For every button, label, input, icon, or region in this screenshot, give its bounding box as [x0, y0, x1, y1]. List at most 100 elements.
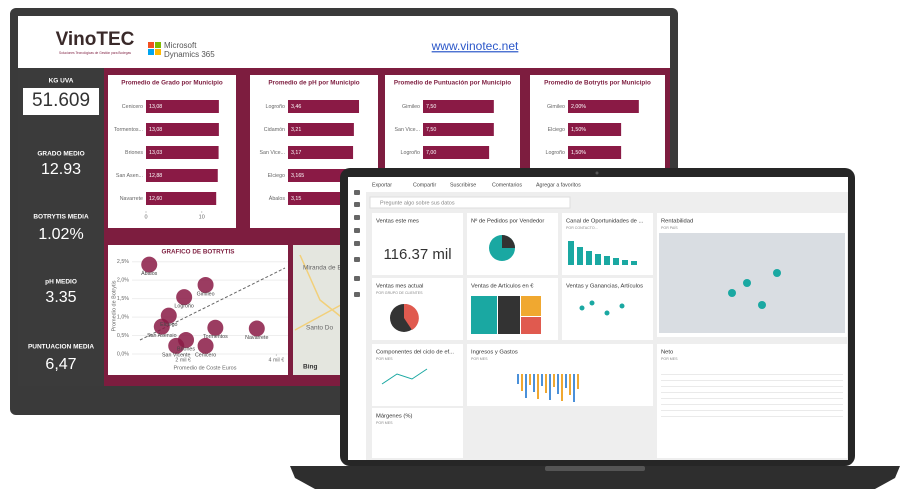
nav-icon[interactable] — [354, 257, 360, 262]
deco-row — [661, 392, 843, 393]
value-label: 1,50% — [571, 127, 586, 133]
tile[interactable] — [372, 213, 463, 275]
tile-title: Márgenes (%) — [376, 414, 412, 420]
x-tick-label: 0 — [144, 214, 147, 220]
kpi-label: GRADO MEDIO — [37, 151, 84, 158]
tile[interactable] — [657, 344, 847, 458]
point-label: Briones — [177, 346, 195, 352]
y-tick-label: 1,0% — [117, 314, 129, 320]
deco-tree — [521, 317, 541, 334]
tile-title: Neto — [661, 350, 673, 356]
point-label: Tormentos — [203, 334, 228, 340]
tile[interactable] — [562, 278, 653, 340]
toolbar-button[interactable]: Compartir — [413, 182, 436, 188]
chart-title: Promedio de Puntuación por Municipio — [394, 80, 511, 87]
nav-icon[interactable] — [354, 202, 360, 207]
tile-title: Rentabilidad — [661, 219, 693, 225]
point — [248, 320, 265, 337]
point — [197, 337, 214, 354]
point — [176, 289, 193, 306]
value-label: 7,50 — [426, 127, 436, 133]
deco-tree — [471, 296, 497, 334]
point — [153, 318, 170, 335]
map-credit: Bing — [303, 364, 317, 371]
point — [141, 256, 158, 273]
x-tick-label: 10 — [199, 214, 205, 220]
bar — [146, 192, 217, 205]
tile-subtitle: POR MES — [376, 421, 393, 425]
tile-title: Canal de Oportunidades de ... — [566, 219, 644, 225]
deco-bar — [561, 374, 563, 401]
kpi-box — [23, 88, 99, 115]
tile[interactable] — [372, 278, 463, 340]
tile-subtitle: POR MES — [661, 357, 678, 361]
deco-bar — [613, 258, 619, 265]
y-tick-label: 0,0% — [117, 351, 129, 357]
toolbar-button[interactable]: Exportar — [372, 182, 392, 188]
nav-icon[interactable] — [354, 241, 360, 246]
tagline: Soluciones Tecnológicas de Gestión para … — [59, 51, 131, 55]
ms-logo — [155, 42, 161, 48]
deco-dot — [728, 289, 736, 297]
value-label: 12,88 — [149, 173, 162, 179]
deco-row — [661, 380, 843, 381]
nav-icon[interactable] — [354, 292, 360, 297]
value-label: 3,165 — [291, 173, 304, 179]
category-label: Logroño — [266, 104, 285, 110]
qa-box[interactable] — [369, 196, 571, 209]
deco-tree — [498, 296, 520, 334]
map-label: Miranda de Ebro — [303, 265, 351, 272]
qa-placeholder: Pregunte algo sobre sus datos — [380, 200, 455, 206]
value-label: 3,21 — [291, 127, 301, 133]
point-label: Logroño — [174, 304, 193, 310]
point-label: Cenicero — [195, 352, 216, 358]
point-label: Gimileo — [197, 291, 215, 297]
deco-bar — [525, 374, 527, 398]
deco-row — [661, 374, 843, 375]
toolbar — [366, 177, 848, 192]
bar — [146, 146, 219, 159]
bar — [423, 100, 494, 113]
category-label: Ábalos — [269, 195, 286, 202]
deco-bar — [545, 374, 547, 393]
deco-bar — [529, 374, 531, 385]
deco-row — [661, 416, 843, 417]
point-label: San Asensio — [147, 333, 177, 339]
laptop-base — [290, 466, 900, 489]
tile[interactable] — [372, 408, 463, 458]
toolbar-button[interactable]: Suscribirse — [450, 182, 476, 188]
deco-dot — [589, 300, 595, 306]
tile-value: 116.37 mil — [383, 246, 451, 263]
y-axis-label: Promedio de Botrytis — [111, 280, 117, 331]
chart-card — [108, 245, 288, 375]
nav-icon[interactable] — [354, 190, 360, 195]
bar — [288, 100, 360, 113]
brand: VinoTEC — [56, 29, 135, 50]
bar — [568, 123, 622, 136]
tile-subtitle: POR MES — [471, 357, 488, 361]
y-tick-label: 0,5% — [117, 333, 129, 339]
bar — [288, 146, 354, 159]
point-label: Navarrete — [245, 335, 268, 341]
deco-bar — [622, 260, 628, 265]
partner: Microsoft — [164, 41, 197, 50]
bar — [568, 146, 622, 159]
nav-icon[interactable] — [354, 215, 360, 220]
point-label: San Vicente — [162, 352, 191, 358]
category-label: Cenicero — [122, 104, 143, 110]
tile-title: Ventas y Ganancias, Artículos — [566, 284, 643, 290]
value-label: 12,60 — [149, 196, 162, 202]
tile[interactable] — [467, 344, 653, 406]
toolbar-button[interactable]: Agregar a favoritos — [536, 182, 581, 188]
y-tick-label: 2,0% — [117, 278, 129, 284]
url[interactable]: www.vinotec.net — [431, 39, 519, 53]
nav-icon[interactable] — [354, 276, 360, 281]
toolbar-button[interactable]: Comentarios — [492, 182, 522, 188]
tile-title: Ventas este mes — [376, 219, 419, 225]
category-label: San Vice... — [394, 127, 420, 133]
nav-icon[interactable] — [354, 228, 360, 233]
y-tick-label: 1,5% — [117, 296, 129, 302]
bar — [146, 100, 219, 113]
deco-bar — [517, 374, 519, 384]
deco-bar — [573, 374, 575, 402]
